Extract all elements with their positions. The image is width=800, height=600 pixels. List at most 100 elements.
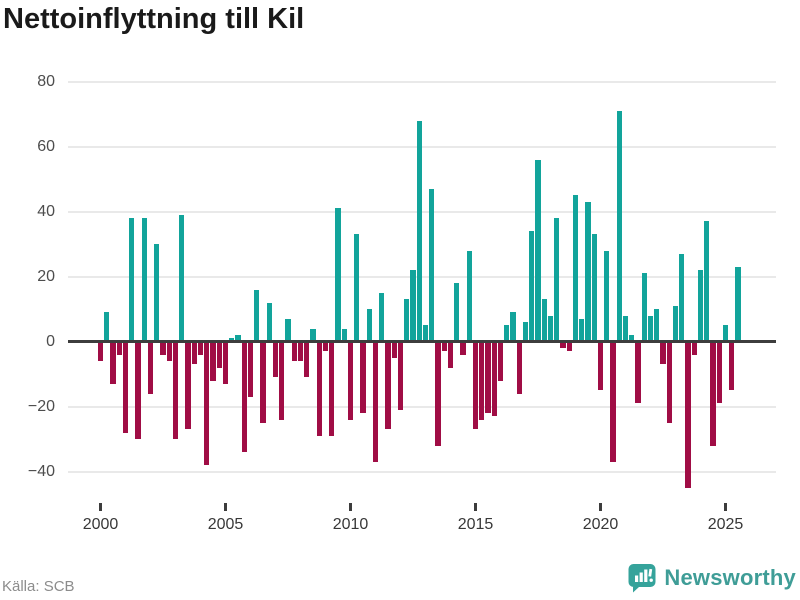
- bar-2018-Q1: [547, 315, 554, 342]
- bar-2020-Q4: [616, 110, 622, 342]
- x-tick-2025: [724, 503, 727, 511]
- gridline-y-20: [68, 275, 776, 278]
- bar-2004-Q3: [210, 341, 216, 381]
- bar-2000-Q4: [116, 341, 122, 355]
- y-tick-label: 20: [37, 267, 55, 285]
- bar-2019-Q2: [579, 318, 585, 342]
- bar-2013-Q1: [422, 325, 429, 342]
- x-tick-label: 2020: [582, 516, 619, 533]
- bar-2016-Q3: [510, 312, 516, 342]
- bar-2023-Q2: [679, 253, 685, 342]
- bar-2002-Q4: [166, 341, 172, 362]
- newsworthy-bubble-chart-icon: [627, 562, 657, 593]
- bar-2006-Q2: [254, 289, 260, 342]
- bar-2000-Q2: [104, 312, 110, 342]
- bar-2021-Q2: [629, 335, 635, 342]
- bar-2019-Q1: [572, 195, 579, 342]
- bar-2023-Q3: [685, 341, 691, 488]
- bar-2010-Q2: [354, 234, 360, 342]
- bar-2012-Q1: [397, 341, 404, 410]
- bar-2007-Q4: [291, 341, 297, 362]
- x-tick-label: 2000: [82, 516, 119, 533]
- bar-2001-Q2: [129, 218, 135, 342]
- bar-2019-Q4: [591, 234, 597, 342]
- bar-2009-Q3: [335, 208, 341, 342]
- bar-2015-Q1: [472, 341, 479, 430]
- bar-2021-Q3: [635, 341, 641, 404]
- gridline-y--40: [68, 470, 776, 473]
- bar-2017-Q1: [522, 322, 529, 342]
- bar-2014-Q4: [466, 250, 472, 342]
- bar-2013-Q4: [441, 341, 447, 352]
- bar-2011-Q3: [385, 341, 391, 430]
- source-label: Källa: SCB: [2, 578, 75, 595]
- bar-2016-Q2: [504, 325, 510, 342]
- bar-2017-Q3: [535, 159, 541, 342]
- bar-2006-Q4: [266, 302, 272, 342]
- bar-2001-Q4: [141, 218, 147, 342]
- gridline-y-60: [68, 145, 776, 148]
- bar-2002-Q1: [147, 341, 154, 394]
- bar-2022-Q3: [660, 341, 666, 365]
- bar-2006-Q3: [260, 341, 266, 423]
- bar-2004-Q4: [216, 341, 222, 368]
- bar-2012-Q3: [410, 270, 416, 342]
- bar-2005-Q3: [235, 335, 241, 342]
- bar-2018-Q2: [554, 218, 560, 342]
- bar-2013-Q2: [429, 188, 435, 342]
- zero-axis-line: [68, 340, 776, 344]
- y-tick-label: 40: [37, 202, 55, 220]
- chart-title: Nettoinflyttning till Kil: [3, 3, 305, 35]
- bar-2021-Q1: [622, 315, 629, 342]
- bar-2007-Q2: [279, 341, 285, 420]
- bar-2015-Q2: [479, 341, 485, 420]
- bar-2025-Q3: [735, 266, 741, 342]
- bar-2024-Q4: [716, 341, 722, 404]
- x-tick-2010: [349, 503, 352, 511]
- bar-2009-Q1: [322, 341, 329, 352]
- newsworthy-logo: Newsworthy: [627, 562, 796, 593]
- bar-2009-Q2: [329, 341, 335, 436]
- bar-2009-Q4: [341, 328, 347, 342]
- bar-2014-Q2: [454, 283, 460, 342]
- bar-2023-Q1: [672, 305, 679, 342]
- bar-2022-Q2: [654, 309, 660, 342]
- net-migration-bar-chart: 80 60 40 20 0 −20 −40 2000 2005 2010 2015 2020 2025: [27, 73, 776, 533]
- x-tick-label: 2005: [207, 516, 244, 533]
- bar-2004-Q2: [204, 341, 210, 466]
- bar-2020-Q2: [604, 250, 610, 342]
- bar-2024-Q1: [697, 270, 704, 342]
- bar-2010-Q1: [347, 341, 354, 420]
- bar-2008-Q2: [304, 341, 310, 378]
- bar-2025-Q2: [729, 341, 735, 391]
- bar-2024-Q2: [704, 221, 710, 342]
- bar-2006-Q1: [247, 341, 254, 397]
- bar-2017-Q4: [541, 299, 547, 342]
- bar-2017-Q2: [529, 231, 535, 342]
- gridline-y-40: [68, 210, 776, 213]
- newsworthy-wordmark: Newsworthy: [664, 564, 796, 590]
- bar-2008-Q4: [316, 341, 322, 436]
- y-tick-label: 60: [37, 137, 55, 155]
- y-tick-label: −20: [27, 397, 55, 415]
- bar-2001-Q3: [135, 341, 141, 440]
- bar-2019-Q3: [585, 201, 591, 342]
- bar-2012-Q4: [416, 120, 422, 342]
- x-tick-2000: [99, 503, 102, 511]
- bar-2018-Q4: [566, 341, 572, 352]
- bar-2011-Q2: [379, 292, 385, 342]
- bar-2014-Q1: [447, 341, 454, 368]
- bar-2002-Q2: [154, 244, 160, 342]
- x-tick-label: 2025: [707, 516, 744, 533]
- bar-2003-Q4: [191, 341, 197, 365]
- bar-2010-Q3: [360, 341, 366, 414]
- bar-2012-Q2: [404, 299, 410, 342]
- bar-2018-Q3: [560, 341, 566, 349]
- bar-2021-Q4: [641, 273, 647, 342]
- bar-2008-Q3: [310, 328, 316, 342]
- bar-2011-Q1: [372, 341, 379, 462]
- bar-2005-Q1: [222, 341, 229, 384]
- bar-2015-Q3: [485, 341, 491, 414]
- x-tick-2005: [224, 503, 227, 511]
